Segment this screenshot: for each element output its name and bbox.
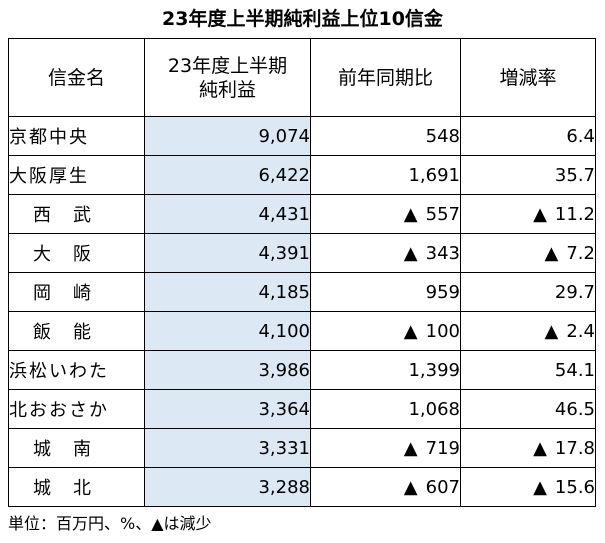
cell-yoy-value: 959: [425, 281, 460, 303]
cell-change-rate: 35.7: [460, 155, 596, 195]
cell-yoy-value: 343: [425, 242, 460, 264]
cell-shinkin-name: 大阪: [8, 233, 145, 273]
cell-shinkin-name: 北おおさか: [8, 389, 145, 429]
cell-change-rate-value: 2.4: [566, 320, 595, 342]
header-profit-line1: 23年度上半期: [167, 54, 288, 77]
cell-change-rate: 54.1: [460, 350, 596, 390]
cell-change-rate-value: 54.1: [554, 359, 595, 381]
header-yoy: 前年同期比: [310, 38, 461, 117]
table-row: 北おおさか 3,364 1,068 46.5: [8, 389, 596, 429]
cell-net-profit: 4,185: [144, 272, 311, 312]
header-name: 信金名: [8, 38, 145, 117]
cell-yoy-value: 719: [425, 437, 460, 459]
cell-yoy-value: 557: [425, 203, 460, 225]
decrease-triangle-icon: ▲: [403, 320, 418, 342]
cell-shinkin-name: 岡崎: [8, 272, 145, 312]
cell-yoy: ▲ 100: [310, 311, 461, 351]
cell-change-rate-value: 11.2: [554, 203, 595, 225]
table-row: 岡崎 4,185 959 29.7: [8, 272, 596, 312]
decrease-triangle-icon: ▲: [403, 476, 418, 498]
cell-change-rate: ▲ 17.8: [460, 428, 596, 468]
header-name-label: 信金名: [47, 66, 105, 89]
cell-net-profit: 4,100: [144, 311, 311, 351]
decrease-triangle-icon: ▲: [533, 476, 547, 498]
cell-change-rate: 46.5: [460, 389, 596, 429]
cell-net-profit: 3,986: [144, 350, 311, 390]
cell-change-rate: 29.7: [460, 272, 596, 312]
cell-yoy-value: 100: [425, 320, 460, 342]
cell-change-rate-value: 17.8: [554, 437, 595, 459]
decrease-triangle-icon: ▲: [544, 320, 559, 342]
decrease-triangle-icon: ▲: [403, 437, 418, 459]
cell-change-rate: ▲ 15.6: [460, 467, 596, 507]
cell-net-profit: 3,331: [144, 428, 311, 468]
cell-change-rate-value: 46.5: [554, 398, 595, 420]
cell-net-profit: 6,422: [144, 155, 311, 195]
cell-yoy: ▲ 343: [310, 233, 461, 273]
table-body: 京都中央 9,074 548 6.4 大阪厚生 6,422 1,691 35.7 西武 4,431…: [8, 116, 596, 507]
cell-yoy: 1,691: [310, 155, 461, 195]
cell-net-profit: 3,364: [144, 389, 311, 429]
cell-change-rate: 6.4: [460, 116, 596, 156]
cell-change-rate-value: 7.2: [566, 242, 595, 264]
table-row: 飯能 4,100 ▲ 100 ▲ 2.4: [8, 311, 596, 351]
cell-yoy-value: 607: [425, 476, 460, 498]
table-row: 城北 3,288 ▲ 607 ▲ 15.6: [8, 467, 596, 507]
cell-net-profit: 4,431: [144, 194, 311, 234]
cell-shinkin-name: 京都中央: [8, 116, 145, 156]
decrease-triangle-icon: ▲: [533, 437, 547, 459]
cell-change-rate-value: 35.7: [554, 164, 595, 186]
decrease-triangle-icon: ▲: [544, 242, 559, 264]
cell-shinkin-name: 浜松いわた: [8, 350, 145, 390]
unit-footnote: 単位：百万円、%、▲は減少: [8, 514, 212, 533]
cell-yoy-value: 548: [425, 125, 460, 147]
cell-shinkin-name: 大阪厚生: [8, 155, 145, 195]
decrease-triangle-icon: ▲: [533, 203, 547, 225]
header-rate-label: 増減率: [499, 66, 557, 89]
cell-net-profit: 3,288: [144, 467, 311, 507]
cell-yoy: 548: [310, 116, 461, 156]
header-rate: 増減率: [460, 38, 596, 117]
cell-shinkin-name: 城南: [8, 428, 145, 468]
cell-shinkin-name: 城北: [8, 467, 145, 507]
cell-shinkin-name: 飯能: [8, 311, 145, 351]
cell-shinkin-name: 西武: [8, 194, 145, 234]
table-row: 大阪 4,391 ▲ 343 ▲ 7.2: [8, 233, 596, 273]
header-profit-line2: 純利益: [198, 78, 256, 101]
cell-change-rate-value: 15.6: [554, 476, 595, 498]
table-row: 城南 3,331 ▲ 719 ▲ 17.8: [8, 428, 596, 468]
table-row: 浜松いわた 3,986 1,399 54.1: [8, 350, 596, 390]
table-row: 京都中央 9,074 548 6.4: [8, 116, 596, 156]
cell-net-profit: 4,391: [144, 233, 311, 273]
header-row: 信金名 23年度上半期 純利益 前年同期比 増減率: [8, 38, 596, 117]
cell-yoy-value: 1,691: [408, 164, 460, 186]
cell-yoy: 1,399: [310, 350, 461, 390]
cell-change-rate-value: 29.7: [554, 281, 595, 303]
cell-change-rate: ▲ 11.2: [460, 194, 596, 234]
table-title: 23年度上半期純利益上位10信金: [162, 8, 443, 30]
cell-change-rate-value: 6.4: [566, 125, 595, 147]
cell-yoy-value: 1,068: [408, 398, 460, 420]
cell-yoy: ▲ 557: [310, 194, 461, 234]
cell-yoy: ▲ 719: [310, 428, 461, 468]
header-profit: 23年度上半期 純利益: [144, 38, 311, 117]
cell-yoy-value: 1,399: [408, 359, 460, 381]
cell-yoy: 1,068: [310, 389, 461, 429]
header-yoy-label: 前年同期比: [337, 66, 433, 89]
decrease-triangle-icon: ▲: [403, 203, 418, 225]
ranking-table: 信金名 23年度上半期 純利益 前年同期比 増減率 京都中央 9,074 548 6.…: [8, 38, 596, 507]
table-row: 西武 4,431 ▲ 557 ▲ 11.2: [8, 194, 596, 234]
cell-change-rate: ▲ 7.2: [460, 233, 596, 273]
cell-yoy: 959: [310, 272, 461, 312]
cell-change-rate: ▲ 2.4: [460, 311, 596, 351]
decrease-triangle-icon: ▲: [403, 242, 418, 264]
cell-yoy: ▲ 607: [310, 467, 461, 507]
cell-net-profit: 9,074: [144, 116, 311, 156]
table-row: 大阪厚生 6,422 1,691 35.7: [8, 155, 596, 195]
